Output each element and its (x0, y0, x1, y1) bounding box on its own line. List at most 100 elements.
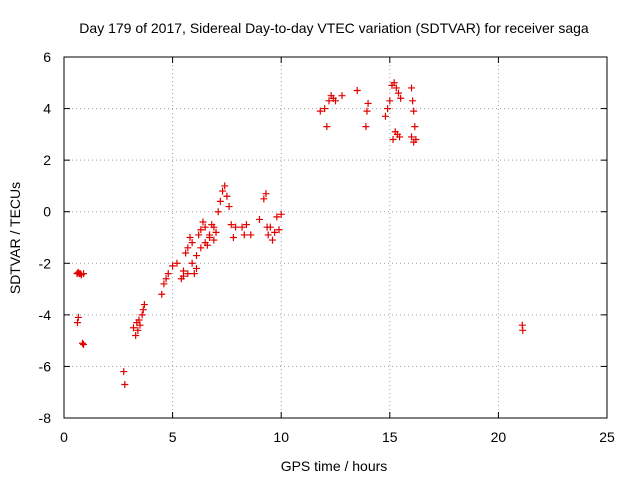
data-point (188, 259, 196, 267)
data-point (184, 270, 192, 278)
y-axis-title: SDTVAR / TECUs (7, 182, 23, 294)
data-point (173, 259, 181, 267)
data-point (232, 223, 240, 231)
x-tick-label: 15 (382, 429, 398, 445)
data-point (188, 239, 196, 247)
data-point (190, 270, 198, 278)
data-point (136, 321, 144, 329)
data-point (225, 203, 233, 211)
data-point (132, 331, 140, 339)
data-point (266, 223, 274, 231)
x-axis-title: GPS time / hours (281, 458, 388, 474)
data-point (338, 92, 346, 100)
data-point (396, 133, 404, 141)
y-tick-labels: -8 -6 -4 -2 0 2 4 6 (39, 49, 52, 426)
data-point (363, 107, 371, 115)
axis-ticks (63, 56, 608, 419)
data-points (73, 79, 527, 388)
data-point (74, 313, 82, 321)
data-point (277, 210, 285, 218)
data-point (411, 123, 419, 131)
data-point (386, 97, 394, 105)
data-point (389, 136, 397, 144)
data-point (201, 239, 209, 247)
data-point (227, 221, 235, 229)
y-tick-label: -2 (39, 255, 52, 271)
data-point (273, 213, 281, 221)
data-point (229, 234, 237, 241)
x-tick-label: 0 (60, 429, 68, 445)
data-point (212, 228, 220, 236)
data-point (323, 123, 331, 131)
x-tick-labels: 0 5 10 15 20 25 (60, 429, 615, 445)
data-point (139, 306, 147, 314)
data-point (223, 192, 231, 200)
y-tick-label: 6 (43, 49, 51, 65)
data-point (409, 97, 417, 105)
data-point (394, 89, 402, 97)
data-point (219, 187, 227, 195)
y-tick-label: 4 (43, 101, 51, 117)
data-point (362, 123, 370, 131)
data-point (78, 339, 86, 347)
data-point (186, 234, 194, 241)
data-point (353, 87, 361, 95)
data-point (210, 236, 218, 244)
data-point (192, 252, 200, 260)
y-tick-label: 0 (43, 204, 51, 220)
data-point (264, 231, 272, 239)
data-point (271, 228, 279, 236)
data-point (80, 341, 88, 349)
data-point (321, 105, 329, 113)
data-point (255, 215, 263, 223)
data-point (316, 107, 324, 115)
data-point (120, 368, 128, 376)
data-point (397, 94, 405, 102)
data-point (206, 234, 214, 241)
data-point (240, 231, 248, 239)
data-point (197, 244, 205, 252)
data-point (138, 311, 146, 319)
data-point (182, 249, 190, 257)
data-point (242, 221, 250, 229)
data-point (192, 264, 200, 272)
data-point (140, 301, 148, 309)
data-point (179, 272, 187, 280)
x-tick-label: 20 (491, 429, 507, 445)
data-point (121, 380, 129, 388)
x-tick-label: 10 (273, 429, 289, 445)
data-point (80, 270, 88, 278)
data-point (216, 197, 224, 205)
data-point (195, 231, 203, 239)
data-point (408, 84, 416, 92)
data-point (130, 324, 138, 332)
data-point (408, 133, 416, 141)
data-point (169, 262, 177, 270)
data-point (184, 244, 192, 252)
data-point (247, 231, 255, 239)
data-point (214, 208, 222, 216)
data-point (381, 112, 389, 120)
data-point (210, 223, 218, 231)
chart-title: Day 179 of 2017, Sidereal Day-to-day VTE… (79, 20, 589, 36)
data-point (260, 195, 268, 203)
data-point (519, 326, 527, 334)
y-tick-label: 2 (43, 152, 51, 168)
data-point (410, 138, 418, 146)
x-tick-label: 25 (599, 429, 615, 445)
data-point (201, 223, 209, 231)
data-point (325, 97, 333, 105)
data-point (162, 275, 170, 283)
y-tick-label: -6 (39, 358, 52, 374)
data-point (164, 270, 172, 278)
x-tick-label: 5 (169, 429, 177, 445)
data-point (238, 223, 246, 231)
data-point (199, 218, 207, 226)
data-point (384, 105, 392, 113)
data-point (221, 182, 229, 190)
data-point (158, 290, 166, 298)
data-point (275, 226, 283, 234)
data-point (134, 326, 142, 334)
data-point (197, 226, 205, 234)
